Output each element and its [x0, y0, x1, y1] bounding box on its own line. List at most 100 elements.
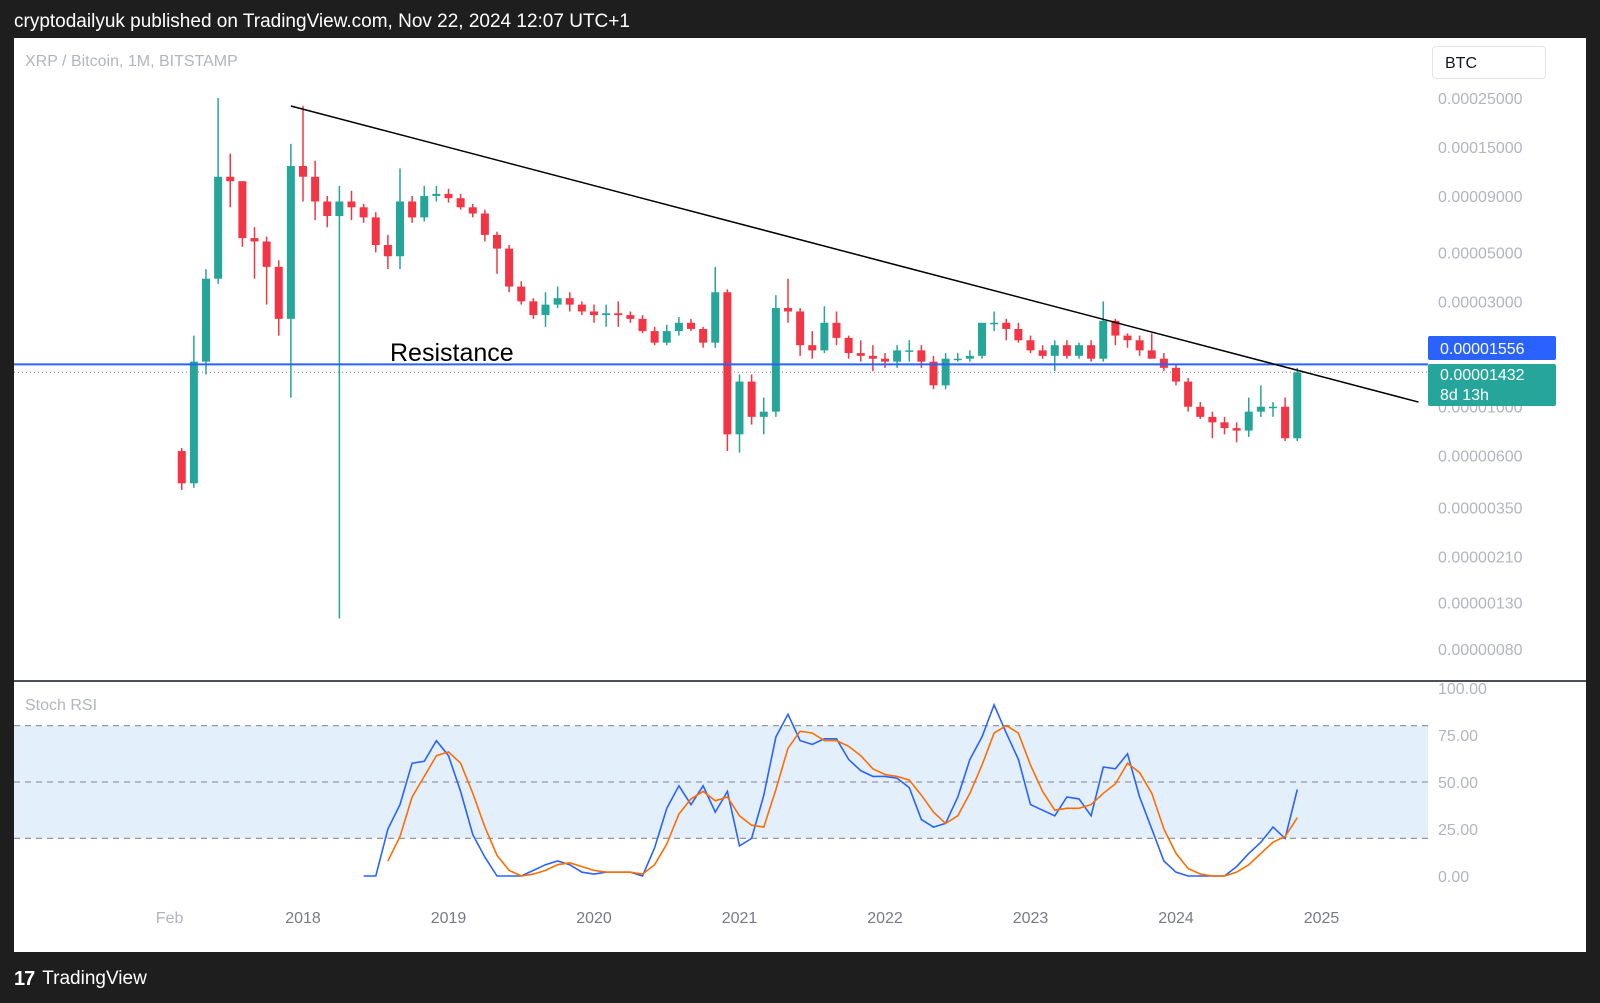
candle-body [262, 241, 271, 267]
candle-body [432, 193, 441, 196]
time-tick-label: 2020 [576, 910, 612, 927]
candle-body [1220, 422, 1229, 429]
candle-body [856, 353, 865, 356]
footer: 17 TradingView [14, 966, 147, 992]
candle-body [674, 322, 683, 332]
tradingview-brand[interactable]: TradingView [42, 968, 147, 989]
chart-canvas[interactable]: 0.00025000 0.00015000 0.00009000 0.00005000… [14, 38, 1586, 952]
candle-body [1256, 406, 1265, 412]
price-tick-label: 0.00000600 [1438, 449, 1523, 466]
candle-body [274, 266, 283, 319]
time-tick-label: 2025 [1304, 910, 1340, 927]
candle-body [590, 311, 598, 316]
price-tick-label: 0.00000080 [1438, 642, 1523, 659]
symbol-label: XRP / Bitcoin, 1M, BITSTAMP [25, 53, 238, 70]
candle-body [699, 328, 708, 343]
candle-body [796, 311, 805, 346]
time-tick-label: 2023 [1013, 910, 1049, 927]
candle-body [517, 286, 526, 302]
candle-body [1111, 320, 1120, 336]
candle-body [650, 331, 659, 343]
candle-body [820, 322, 829, 351]
price-tick-label: 0.00000130 [1438, 595, 1523, 612]
candle-body [1038, 350, 1047, 356]
candle-body [250, 238, 259, 242]
price-tick-label: 0.00025000 [1438, 91, 1523, 108]
candle-body [311, 176, 320, 202]
candle-body [602, 313, 611, 316]
candle-body [1196, 406, 1205, 417]
candle-body [408, 201, 417, 218]
candle-body [1062, 345, 1071, 356]
overlay-layer [14, 105, 1428, 403]
candle-body [687, 322, 695, 329]
candle-body [1087, 345, 1096, 359]
candle-body [978, 322, 986, 356]
candle-body [723, 292, 732, 435]
indicator-label: Stoch RSI [25, 697, 97, 714]
candle-body [747, 381, 756, 417]
candle-body [214, 176, 223, 279]
candle-body [784, 307, 792, 312]
stoch-d-line [387, 724, 1298, 877]
time-tick-label: 2024 [1158, 910, 1194, 927]
price-tick-label: 0.00005000 [1438, 245, 1523, 262]
price-tick-label: 0.00000350 [1438, 500, 1523, 517]
candle-body [662, 331, 671, 343]
candle-body [917, 350, 926, 362]
candle-body [468, 207, 477, 214]
price-tick-label: 0.00009000 [1438, 189, 1523, 206]
candle-body [1050, 345, 1059, 356]
candle-body [1269, 406, 1277, 409]
last-price-value: 0.00001432 [1440, 367, 1525, 384]
candle-body [1208, 416, 1217, 423]
price-tick-label: 0.00003000 [1438, 294, 1523, 311]
candle-body [189, 361, 198, 484]
publisher-header: cryptodailyuk published on TradingView.c… [14, 11, 630, 32]
candle-body [420, 195, 429, 218]
time-tick-label: Feb [156, 910, 184, 927]
candle-body [953, 358, 962, 361]
candle-body [1293, 372, 1302, 439]
price-tick-label: 0.00015000 [1438, 140, 1523, 157]
currency-button[interactable]: BTC [1432, 46, 1546, 79]
candle-body [881, 358, 889, 362]
stoch-tick-label: 0.00 [1438, 869, 1469, 886]
candle-body [202, 278, 210, 362]
candle-body [905, 350, 914, 352]
stoch-band-layer [14, 724, 1428, 840]
candle-body [1281, 406, 1290, 439]
candles-layer [177, 98, 1302, 619]
stoch-tick-label: 100.00 [1438, 681, 1487, 698]
candle-body [1135, 340, 1144, 351]
candle-body [965, 355, 974, 359]
candle-body [990, 322, 999, 325]
resistance-price-value: 0.00001556 [1440, 341, 1525, 358]
candle-body [529, 301, 538, 316]
candle-body [808, 345, 817, 351]
candle-body [177, 451, 186, 484]
candle-body [480, 213, 489, 235]
candle-body [383, 244, 392, 257]
tradingview-logo-icon[interactable]: 17 [14, 968, 35, 990]
chart-frame[interactable]: 0.00025000 0.00015000 0.00009000 0.00005000… [14, 38, 1586, 952]
candle-body [1026, 340, 1035, 351]
candle-body [396, 201, 404, 257]
candle-body [359, 207, 368, 218]
stoch-k-line [363, 702, 1299, 877]
last-price-tag: 0.00001432 8d 13h [1428, 364, 1556, 406]
candle-body [226, 176, 235, 182]
candle-body [238, 181, 247, 239]
candle-body [1099, 320, 1108, 359]
candle-body [505, 248, 514, 287]
candle-body [286, 166, 295, 319]
candle-body [1159, 358, 1168, 368]
candle-body [735, 381, 744, 435]
candle-body [553, 298, 562, 305]
candle-body [347, 201, 356, 208]
candle-body [444, 193, 453, 199]
candle-body [844, 337, 853, 354]
candle-body [493, 234, 501, 249]
candle-body [638, 318, 647, 332]
candle-body [371, 217, 380, 245]
